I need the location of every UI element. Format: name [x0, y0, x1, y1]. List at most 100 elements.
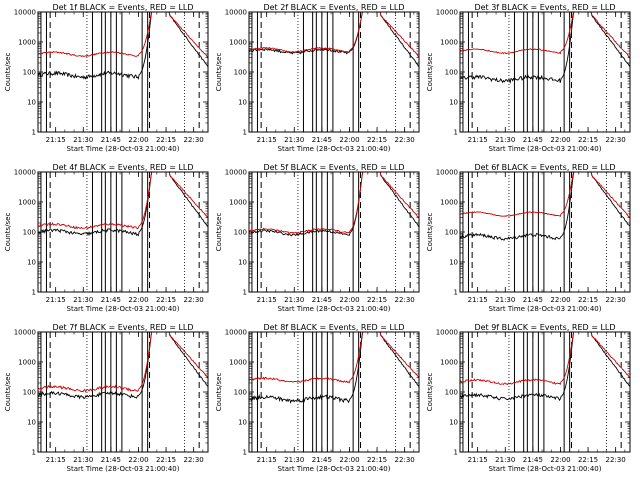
y-tick-label: 10000	[225, 329, 247, 337]
x-tick-label: 21:30	[495, 296, 515, 304]
y-tick-label: 1	[32, 289, 36, 297]
y-tick-label: 100	[23, 389, 36, 397]
x-tick-label: 22:00	[339, 296, 359, 304]
y-tick-label: 1	[243, 449, 247, 457]
series-lld-line	[38, 172, 208, 230]
series-lld-line	[249, 172, 419, 234]
y-tick-label: 10000	[436, 9, 458, 17]
x-tick-label: 22:00	[128, 296, 148, 304]
panel-det-7: Det 7f BLACK = Events, RED = LLD Counts/s…	[4, 323, 209, 473]
series-lld-line	[38, 12, 208, 59]
panel-title: Det 2f BLACK = Events, RED = LLD	[263, 3, 404, 12]
x-tick-label: 22:30	[184, 296, 204, 304]
panel-title: Det 8f BLACK = Events, RED = LLD	[263, 323, 404, 332]
series-lld-line	[460, 172, 630, 219]
x-tick-label: 21:45	[312, 296, 332, 304]
panel-title: Det 3f BLACK = Events, RED = LLD	[474, 3, 615, 12]
series-lld-line	[38, 332, 208, 393]
y-axis-label: Counts/sec	[4, 53, 12, 92]
plot-frame	[459, 171, 631, 293]
x-tick-label: 22:15	[367, 136, 387, 144]
panel-det-3: Det 3f BLACK = Events, RED = LLD Counts/s…	[426, 3, 631, 153]
series-events-line	[460, 12, 630, 85]
x-tick-label: 21:15	[468, 136, 488, 144]
x-tick-label: 22:15	[578, 456, 598, 464]
y-tick-label: 10	[27, 419, 36, 427]
y-tick-label: 1000	[440, 359, 458, 367]
y-tick-label: 10	[449, 99, 458, 107]
x-tick-label: 21:30	[284, 296, 304, 304]
series-events-line	[38, 12, 208, 80]
y-tick-label: 10	[238, 419, 247, 427]
x-tick-label: 22:15	[156, 136, 176, 144]
panel-title: Det 6f BLACK = Events, RED = LLD	[474, 163, 615, 172]
x-tick-label: 21:45	[523, 456, 543, 464]
y-tick-label: 100	[234, 229, 247, 237]
series-lld-line	[249, 332, 419, 384]
x-tick-label: 21:30	[495, 136, 515, 144]
x-axis-label: Start Time (28-Oct-03 21:00:40)	[489, 305, 602, 313]
y-tick-label: 10000	[14, 329, 36, 337]
y-tick-label: 100	[445, 389, 458, 397]
x-tick-label: 22:00	[550, 296, 570, 304]
x-axis-label: Start Time (28-Oct-03 21:00:40)	[67, 465, 180, 473]
series-events-line	[249, 172, 419, 237]
x-tick-label: 21:30	[73, 456, 93, 464]
y-tick-label: 100	[234, 389, 247, 397]
y-tick-label: 1000	[229, 359, 247, 367]
panel-title: Det 1f BLACK = Events, RED = LLD	[52, 3, 193, 12]
x-tick-label: 22:15	[578, 136, 598, 144]
panel-det-8: Det 8f BLACK = Events, RED = LLD Counts/s…	[215, 323, 420, 473]
x-tick-label: 21:30	[495, 456, 515, 464]
x-tick-label: 21:15	[257, 456, 277, 464]
y-tick-label: 100	[445, 69, 458, 77]
panel-title: Det 4f BLACK = Events, RED = LLD	[52, 163, 193, 172]
x-tick-label: 21:45	[312, 136, 332, 144]
series-lld-line	[249, 12, 419, 57]
y-tick-label: 1000	[18, 39, 36, 47]
y-tick-label: 100	[23, 69, 36, 77]
x-tick-label: 22:15	[156, 296, 176, 304]
x-tick-label: 21:45	[523, 136, 543, 144]
y-axis-label: Counts/sec	[215, 373, 223, 412]
panel-det-4: Det 4f BLACK = Events, RED = LLD Counts/s…	[4, 163, 209, 313]
series-events-line	[460, 172, 630, 241]
x-tick-label: 22:00	[550, 456, 570, 464]
y-tick-label: 1000	[229, 39, 247, 47]
y-tick-label: 10000	[225, 169, 247, 177]
x-axis-label: Start Time (28-Oct-03 21:00:40)	[67, 305, 180, 313]
plot-frame	[248, 11, 420, 133]
y-tick-label: 10	[27, 259, 36, 267]
plot-frame	[459, 11, 631, 133]
y-tick-label: 1	[454, 289, 458, 297]
y-tick-label: 100	[234, 69, 247, 77]
y-tick-label: 1	[454, 449, 458, 457]
x-tick-label: 22:00	[339, 456, 359, 464]
plot-frame	[248, 171, 420, 293]
x-tick-label: 22:30	[395, 456, 415, 464]
x-tick-label: 22:30	[395, 296, 415, 304]
x-tick-label: 21:15	[468, 456, 488, 464]
y-tick-label: 1	[454, 129, 458, 137]
y-tick-label: 1	[32, 449, 36, 457]
x-tick-label: 21:45	[312, 456, 332, 464]
y-tick-label: 1000	[229, 199, 247, 207]
y-tick-label: 1000	[18, 359, 36, 367]
y-axis-label: Counts/sec	[426, 213, 434, 252]
x-tick-label: 22:00	[128, 136, 148, 144]
x-axis-label: Start Time (28-Oct-03 21:00:40)	[67, 145, 180, 153]
y-tick-label: 10000	[436, 169, 458, 177]
panel-title: Det 7f BLACK = Events, RED = LLD	[52, 323, 193, 332]
series-events-line	[249, 332, 419, 404]
series-events-line	[38, 332, 208, 400]
x-tick-label: 21:15	[257, 136, 277, 144]
y-tick-label: 100	[445, 229, 458, 237]
panel-det-1: Det 1f BLACK = Events, RED = LLD Counts/s…	[4, 3, 209, 153]
y-tick-label: 10	[449, 419, 458, 427]
y-axis-label: Counts/sec	[215, 213, 223, 252]
series-events-line	[249, 12, 419, 67]
plot-frame	[248, 331, 420, 453]
x-tick-label: 22:00	[550, 136, 570, 144]
y-tick-label: 1	[32, 129, 36, 137]
